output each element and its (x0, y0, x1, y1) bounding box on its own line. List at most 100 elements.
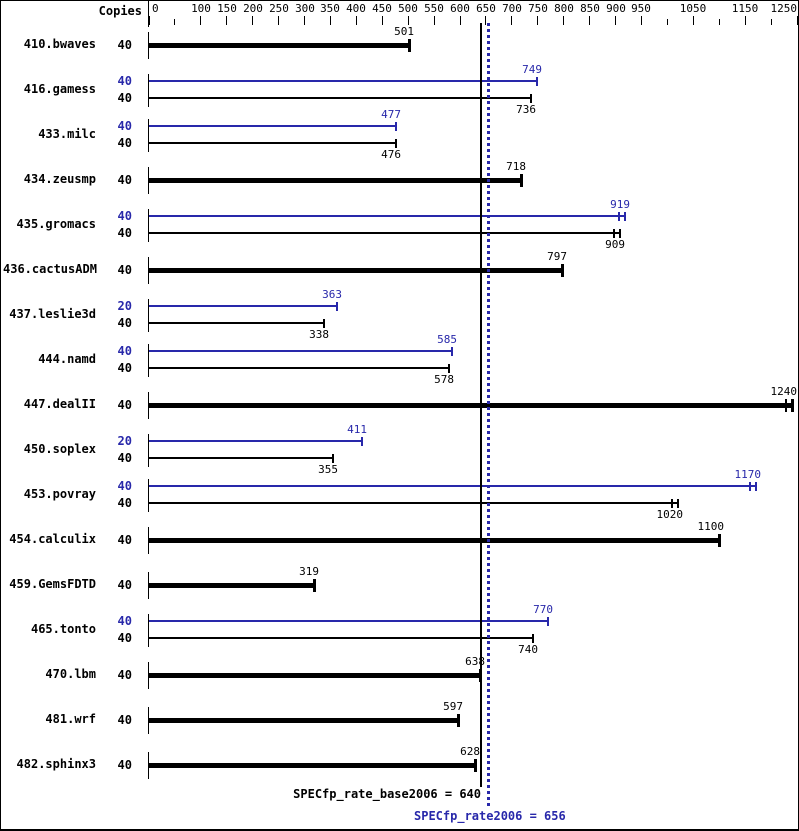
copies-value: 40 (117, 631, 132, 645)
axis-segment (148, 707, 149, 734)
benchmark-label: 416.gamess (23, 82, 96, 96)
bar-end-cap (395, 122, 397, 131)
copies-value: 40 (117, 533, 132, 547)
axis-tick-label: 850 (580, 2, 600, 15)
bar-end-cap (408, 39, 411, 52)
copies-value: 40 (117, 263, 132, 277)
bar-base (149, 367, 449, 369)
bar-peak (149, 215, 625, 217)
bar-base (149, 763, 475, 768)
axis-tick-label: 150 (217, 2, 237, 15)
axis-tick (797, 16, 798, 25)
benchmark-label: 454.calculix (9, 532, 96, 546)
copies-column-header: Copies (98, 4, 142, 18)
axis-tick (485, 16, 486, 25)
axis-tick (252, 16, 253, 25)
peak-rate-reference-line (487, 23, 490, 808)
benchmark-label: 435.gromacs (16, 217, 96, 231)
axis-tick (278, 16, 279, 25)
bar-end-cap (474, 759, 477, 772)
base-rate-reference-line (480, 23, 482, 787)
axis-segment (148, 662, 149, 689)
value-label: 736 (516, 103, 536, 116)
value-label: 1170 (734, 468, 762, 481)
bar-end-cap (520, 174, 523, 187)
axis-tick-label: 500 (398, 2, 418, 15)
bar-end-cap (755, 482, 757, 491)
copies-value: 40 (117, 668, 132, 682)
axis-segment (148, 527, 149, 554)
copies-value: 40 (117, 209, 132, 223)
value-label: 1020 (656, 508, 684, 521)
value-label: 477 (381, 108, 401, 121)
base-rate-result-label: SPECfp_rate_base2006 = 640 (293, 787, 481, 801)
bar-base (149, 232, 620, 234)
bar-range-tick (618, 212, 620, 221)
axis-tick (537, 16, 538, 25)
bar-end-cap (677, 499, 679, 508)
bar-base (149, 502, 678, 504)
axis-minor-tick (771, 19, 772, 25)
axis-segment (148, 74, 149, 107)
benchmark-label: 433.milc (38, 127, 96, 141)
benchmark-label: 450.soplex (23, 442, 96, 456)
value-label: 355 (318, 463, 338, 476)
copies-value: 40 (117, 38, 132, 52)
axis-tick-label: 600 (450, 2, 470, 15)
bar-peak (149, 440, 362, 442)
benchmark-label: 410.bwaves (23, 37, 96, 51)
bar-base (149, 178, 521, 183)
bar-end-cap (448, 364, 450, 373)
copies-value: 40 (117, 614, 132, 628)
value-label: 770 (533, 603, 553, 616)
value-label: 411 (347, 423, 367, 436)
bar-peak (149, 350, 452, 352)
axis-tick-label: 100 (191, 2, 211, 15)
axis-segment (148, 209, 149, 242)
axis-tick (641, 16, 642, 25)
bar-base (149, 538, 719, 543)
bar-base (149, 403, 792, 408)
value-label: 1240 (770, 385, 798, 398)
copies-value: 40 (117, 578, 132, 592)
value-label: 363 (322, 288, 342, 301)
axis-tick-label: 950 (631, 2, 651, 15)
value-label: 578 (434, 373, 454, 386)
axis-segment (148, 434, 149, 467)
axis-tick (200, 16, 201, 25)
axis-segment (148, 167, 149, 194)
peak-rate-result-label: SPECfp_rate2006 = 656 (414, 809, 566, 823)
benchmark-label: 459.GemsFDTD (9, 577, 96, 591)
bar-base (149, 97, 531, 99)
copies-value: 40 (117, 173, 132, 187)
axis-tick (460, 16, 461, 25)
bar-end-cap (532, 634, 534, 643)
copies-value: 40 (117, 74, 132, 88)
bar-end-cap (624, 212, 626, 221)
benchmark-label: 434.zeusmp (23, 172, 96, 186)
bar-end-cap (718, 534, 721, 547)
copies-value: 40 (117, 91, 132, 105)
bar-peak (149, 305, 337, 307)
bar-base (149, 457, 333, 459)
value-label: 597 (443, 700, 463, 713)
axis-tick (304, 16, 305, 25)
axis-tick-label: 650 (476, 2, 496, 15)
axis-tick-label: 700 (502, 2, 522, 15)
bar-base (149, 43, 409, 48)
axis-tick (149, 16, 150, 25)
benchmark-label: 453.povray (23, 487, 96, 501)
value-label: 319 (299, 565, 319, 578)
benchmark-label: 437.leslie3d (9, 307, 96, 321)
bar-peak (149, 485, 756, 487)
axis-tick (434, 16, 435, 25)
value-label: 638 (465, 655, 485, 668)
axis-tick-label: 550 (424, 2, 444, 15)
bar-base (149, 637, 533, 639)
bar-base (149, 673, 480, 678)
bar-end-cap (323, 319, 325, 328)
axis-tick (693, 16, 694, 25)
copies-value: 40 (117, 119, 132, 133)
